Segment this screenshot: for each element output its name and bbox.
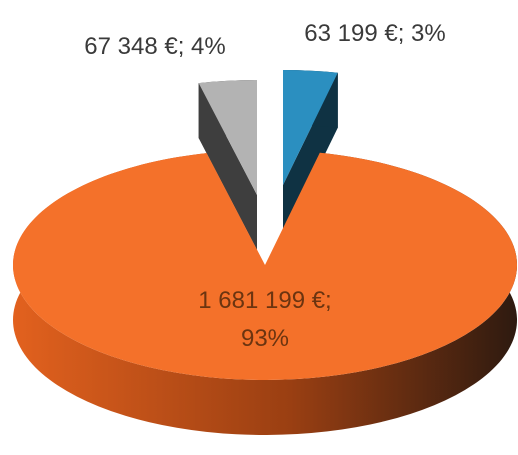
- data-label: 67 348 €; 4%: [84, 33, 226, 60]
- data-label: 63 199 €; 3%: [304, 20, 446, 47]
- data-label: 1 681 199 €; 93%: [198, 287, 332, 352]
- slice-top: [283, 70, 338, 185]
- pie-slice: [12, 152, 518, 435]
- slice-top: [198, 80, 257, 195]
- slice-top: [12, 152, 517, 380]
- pie-slice: [198, 80, 257, 251]
- pie-slice: [283, 70, 338, 240]
